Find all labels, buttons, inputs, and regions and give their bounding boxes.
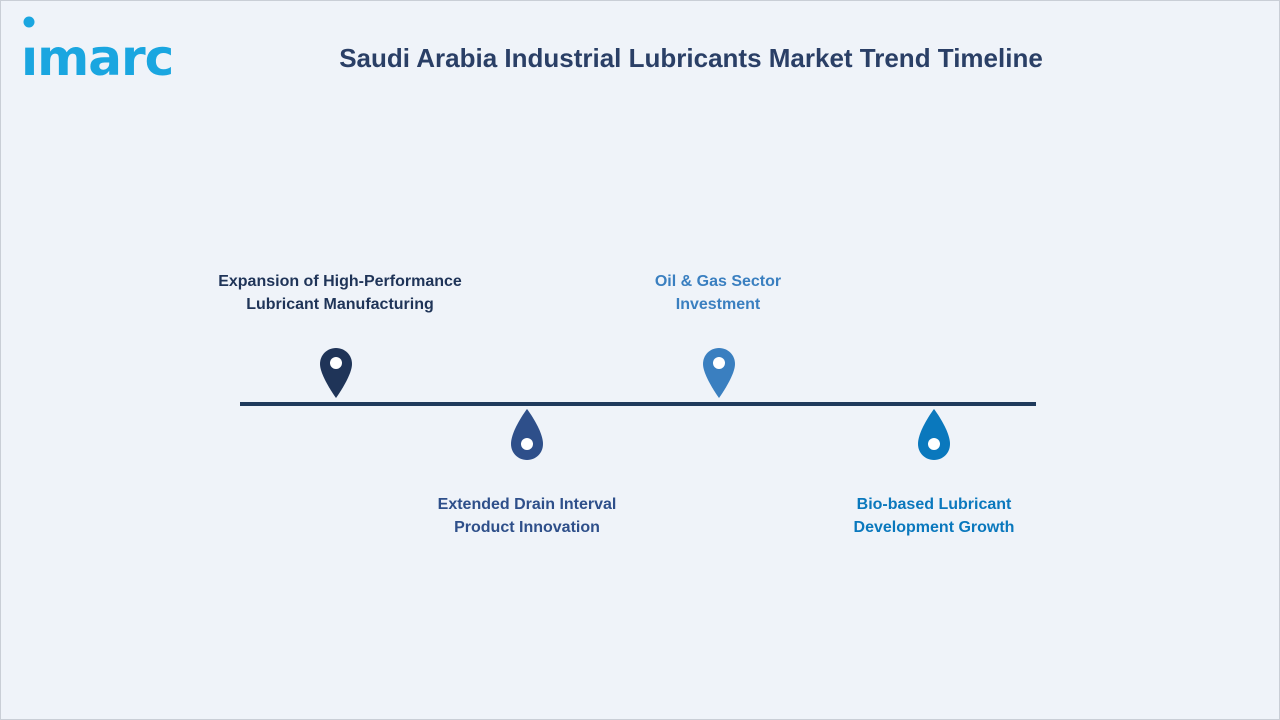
timeline-label-2: Extended Drain Interval Product Innovati… xyxy=(377,493,677,539)
timeline-label-2-line1: Extended Drain Interval xyxy=(437,496,617,513)
map-pin-icon xyxy=(702,346,736,400)
timeline-label-4: Bio-based Lubricant Development Growth xyxy=(784,493,1084,539)
drop-pin-icon xyxy=(510,408,544,462)
imarc-logo: ımarc xyxy=(19,15,209,85)
timeline-label-2-line2: Product Innovation xyxy=(454,519,600,536)
timeline-label-3-line1: Oil & Gas Sector xyxy=(654,273,782,290)
timeline-label-4-line1: Bio-based Lubricant xyxy=(856,496,1012,513)
svg-text:ımarc: ımarc xyxy=(21,29,173,85)
map-pin-icon xyxy=(319,346,353,400)
timeline-axis xyxy=(240,402,1036,406)
timeline-label-3: Oil & Gas Sector Investment xyxy=(568,270,868,316)
timeline-label-3-line2: Investment xyxy=(675,296,761,313)
timeline-label-1-line2: Lubricant Manufacturing xyxy=(246,296,434,313)
timeline-label-1: Expansion of High-Performance Lubricant … xyxy=(190,270,490,316)
timeline-label-4-line2: Development Growth xyxy=(853,519,1015,536)
drop-pin-icon xyxy=(917,408,951,462)
timeline-label-1-line1: Expansion of High-Performance xyxy=(218,273,462,290)
page-title: Saudi Arabia Industrial Lubricants Marke… xyxy=(339,43,1043,73)
